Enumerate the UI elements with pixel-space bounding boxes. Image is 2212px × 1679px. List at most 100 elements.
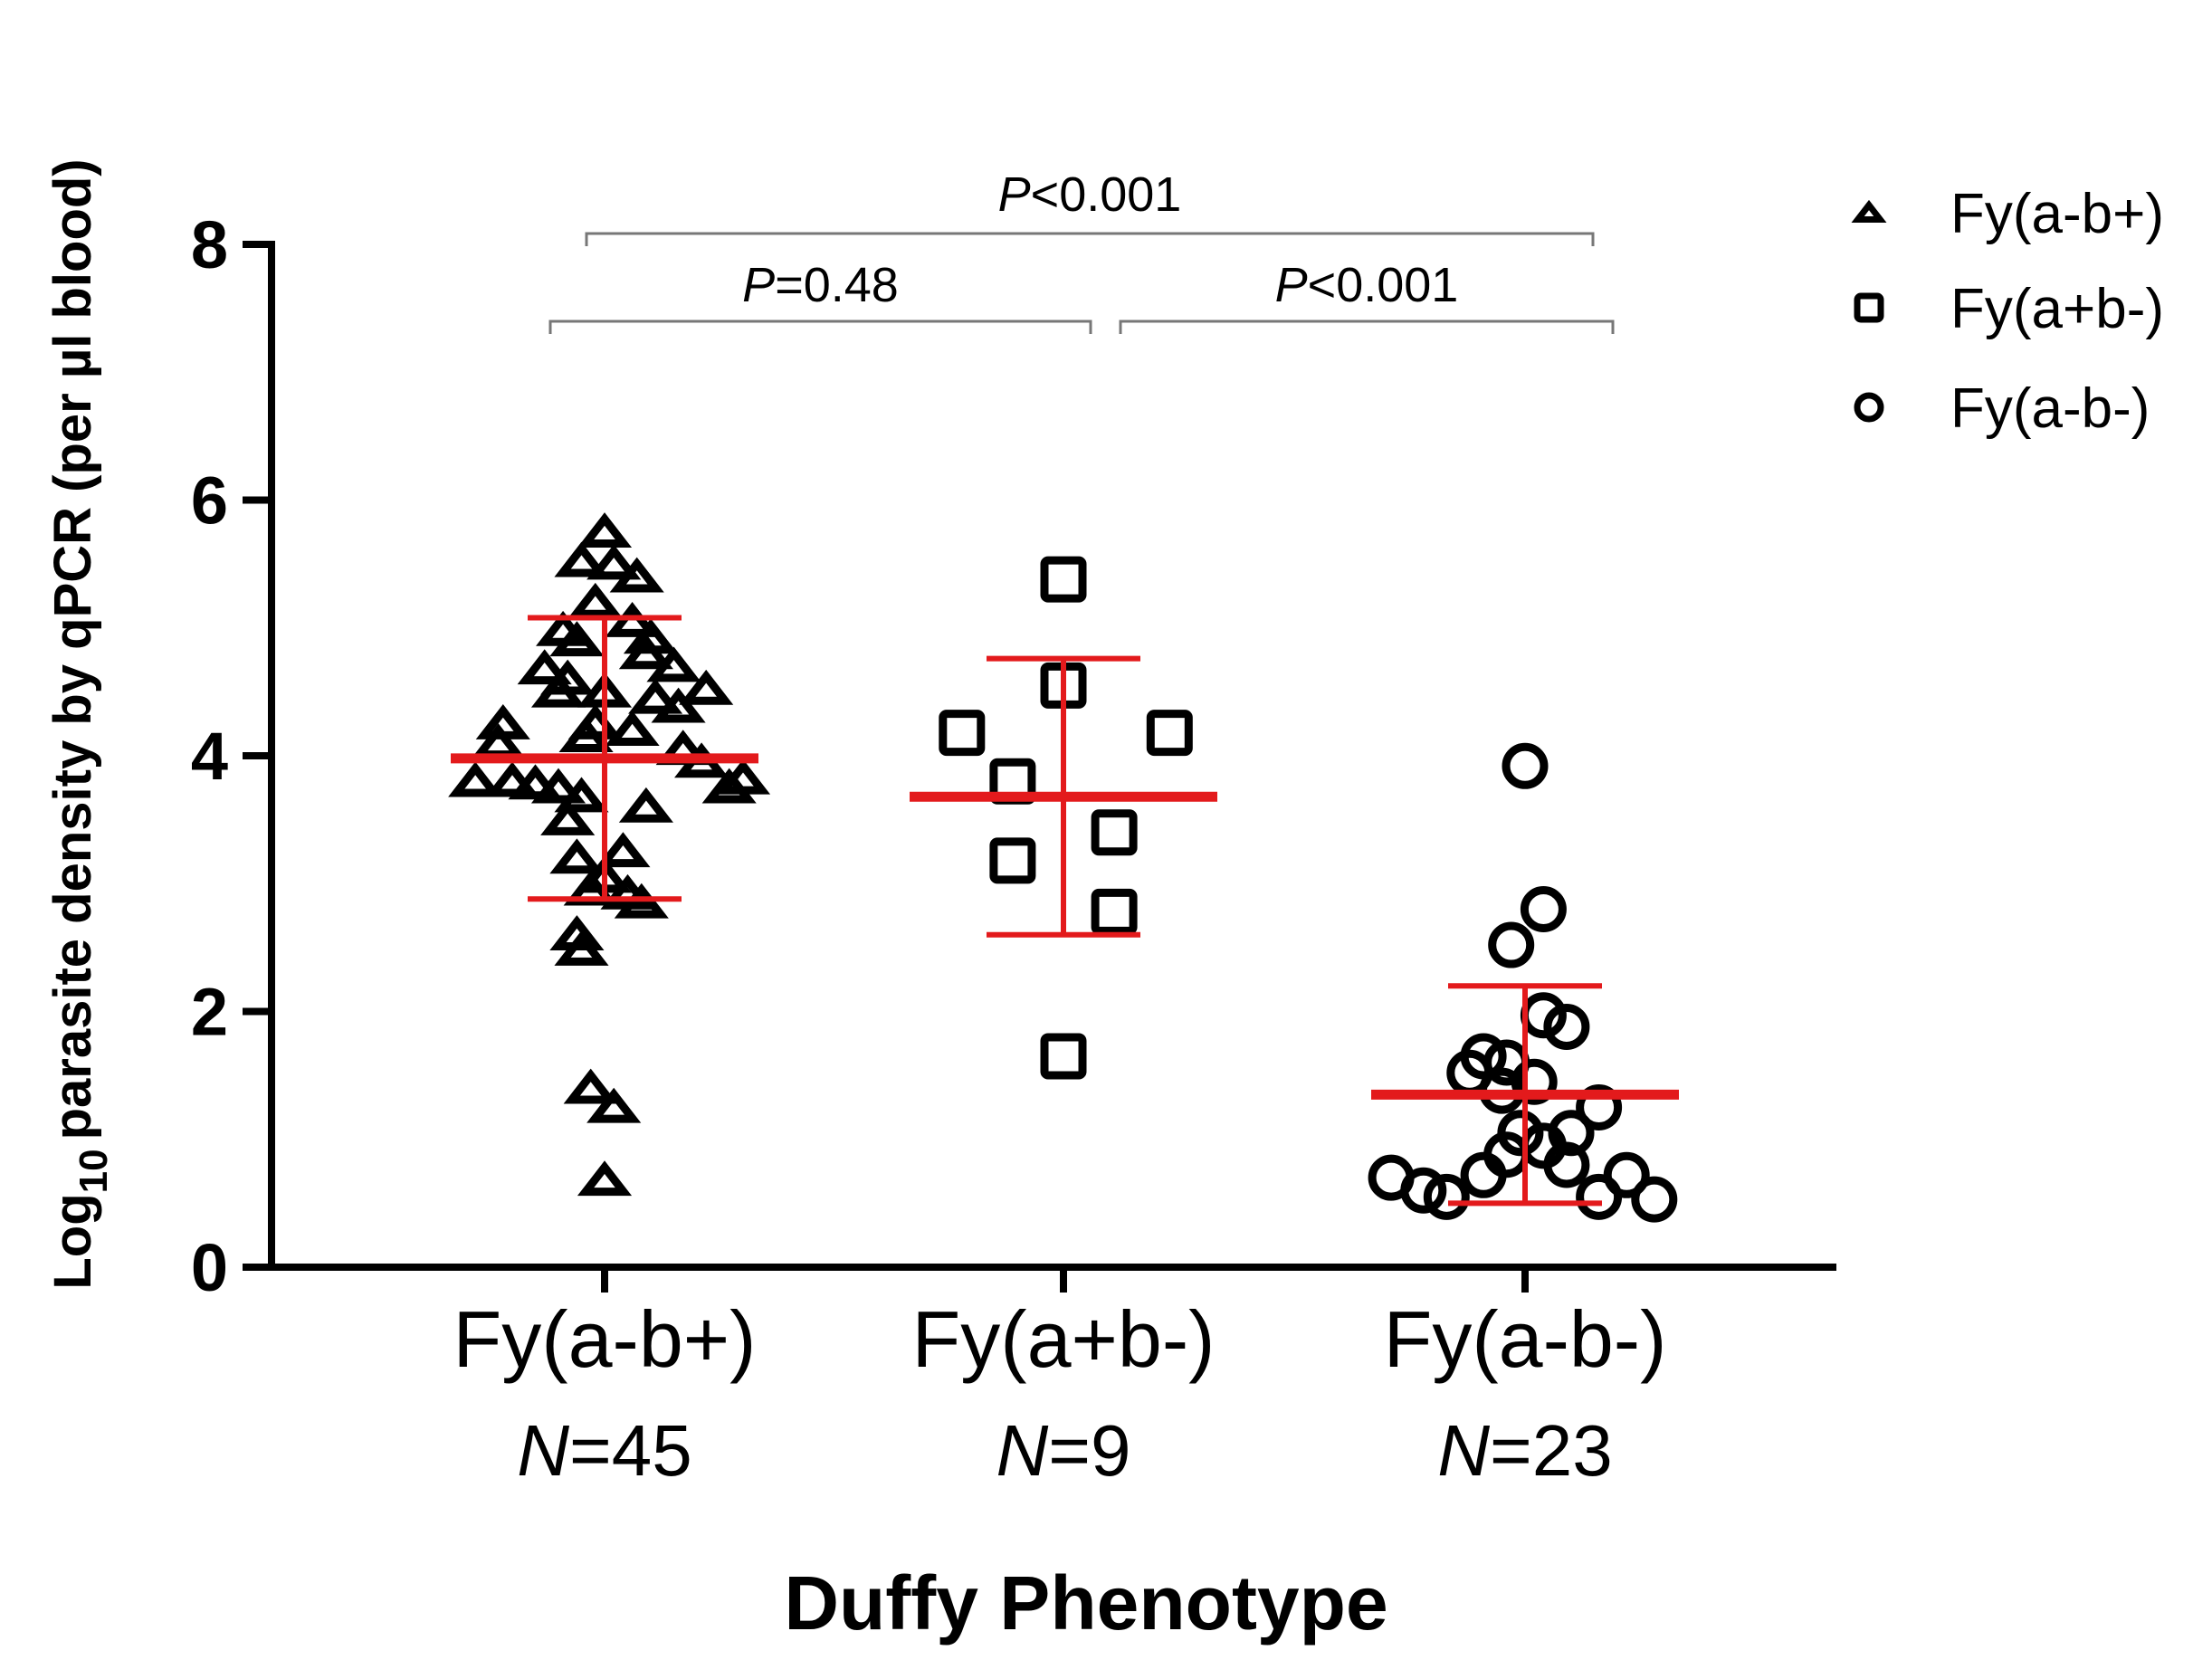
data-point	[530, 672, 586, 708]
data-point	[609, 557, 664, 593]
p-symbol: P	[742, 258, 775, 312]
data-point	[628, 678, 683, 714]
data-point	[517, 649, 572, 685]
x-tick-label: Fy(a-b-)	[1384, 1294, 1667, 1384]
data-point	[1543, 1003, 1590, 1050]
data-point	[1488, 921, 1535, 968]
legend: Fy(a-b+) Fy(a+b-) Fy(a-b-)	[1851, 183, 2164, 440]
y-tick-label: 4	[191, 719, 228, 794]
y-tick-label: 8	[191, 207, 228, 282]
data-point	[549, 838, 605, 874]
data-point	[715, 758, 771, 795]
data-point	[679, 669, 734, 705]
x-tick-label: Fy(a+b-)	[912, 1294, 1216, 1384]
sample-size-symbol: N	[1437, 1410, 1490, 1491]
data-point	[605, 602, 660, 637]
sample-size-value: =45	[569, 1410, 692, 1491]
data-point	[558, 717, 614, 753]
bracket-line	[1119, 320, 1615, 334]
p-value-label: P=0.48	[742, 258, 899, 312]
data-point	[1091, 888, 1138, 935]
data-point	[1603, 1151, 1650, 1198]
legend-circle-icon	[1854, 392, 1884, 423]
p-value: <0.001	[1031, 167, 1182, 222]
legend-triangle-icon	[1851, 199, 1887, 224]
significance-bracket: P=0.48	[548, 258, 1092, 334]
data-point	[563, 1068, 618, 1104]
y-tick-label: 6	[191, 463, 228, 539]
sample-size-value: =9	[1048, 1410, 1130, 1491]
legend-square-icon	[1854, 292, 1884, 323]
data-point	[989, 837, 1036, 884]
bracket-line	[548, 320, 1092, 334]
data-point	[554, 541, 609, 577]
data-point	[1040, 1033, 1087, 1080]
series-square	[939, 556, 1193, 1080]
data-point	[1576, 1083, 1623, 1130]
legend-item: Fy(a+b-)	[1854, 278, 2164, 340]
sample-size-label: N=9	[996, 1410, 1131, 1491]
y-axis-label-prefix: Log	[43, 1193, 102, 1289]
data-points	[448, 512, 1678, 1223]
data-point	[540, 799, 596, 835]
data-point	[618, 787, 673, 823]
p-value-label: P<0.001	[998, 167, 1182, 222]
data-point	[1460, 1151, 1507, 1198]
data-point	[1502, 742, 1549, 789]
data-point	[1423, 1173, 1470, 1220]
bracket-line	[585, 232, 1595, 246]
sample-size-label: N=45	[517, 1410, 691, 1491]
data-point	[554, 777, 609, 813]
x-axis-label: Duffy Phenotype	[784, 1560, 1387, 1646]
p-value-label: P<0.001	[1275, 258, 1459, 312]
data-point	[448, 761, 503, 797]
data-point	[651, 687, 706, 723]
mean-sd-bars	[451, 615, 1679, 1207]
data-point	[939, 710, 986, 757]
p-value: =0.48	[775, 258, 899, 312]
y-tick-label: 0	[191, 1230, 228, 1305]
summary-square	[910, 655, 1217, 938]
data-point	[586, 544, 642, 580]
y-axis-label-subscript: 10	[72, 1149, 116, 1193]
data-point	[508, 764, 563, 800]
sample-size-symbol: N	[517, 1410, 569, 1491]
data-point	[1091, 809, 1138, 856]
data-point	[596, 832, 651, 868]
p-value: <0.001	[1308, 258, 1459, 312]
significance-bracket: P<0.001	[1119, 258, 1615, 334]
legend-item: Fy(a-b+)	[1851, 183, 2164, 245]
data-point	[549, 621, 605, 657]
data-point	[1576, 1173, 1623, 1220]
y-tick-label: 2	[191, 975, 228, 1050]
summary-circle	[1371, 983, 1679, 1207]
summary-triangle	[451, 615, 758, 902]
series-triangle	[448, 512, 771, 1197]
data-point	[646, 646, 701, 682]
data-point	[1146, 710, 1193, 757]
y-axis-label-text: parasite density by qPCR (per µl blood)	[43, 158, 102, 1140]
data-point	[577, 512, 633, 549]
data-point	[530, 768, 586, 804]
data-point	[554, 930, 609, 966]
data-point	[577, 1160, 633, 1197]
data-point	[614, 882, 669, 919]
sample-size-value: =23	[1490, 1410, 1613, 1491]
data-point	[1631, 1176, 1678, 1223]
data-point	[1040, 556, 1087, 603]
legend-label: Fy(a+b-)	[1950, 278, 2164, 340]
data-point	[618, 634, 673, 670]
data-point	[484, 761, 540, 797]
y-ticks: 0 2 4 6 8	[191, 207, 1529, 1305]
significance-bracket: P<0.001	[585, 167, 1595, 246]
sample-size-label: N=23	[1437, 1410, 1612, 1491]
data-point	[1400, 1167, 1447, 1214]
legend-item: Fy(a-b-)	[1854, 377, 2150, 440]
p-symbol: P	[1275, 258, 1308, 312]
legend-label: Fy(a-b-)	[1950, 377, 2150, 440]
data-point	[567, 582, 623, 618]
legend-label: Fy(a-b+)	[1950, 183, 2164, 245]
